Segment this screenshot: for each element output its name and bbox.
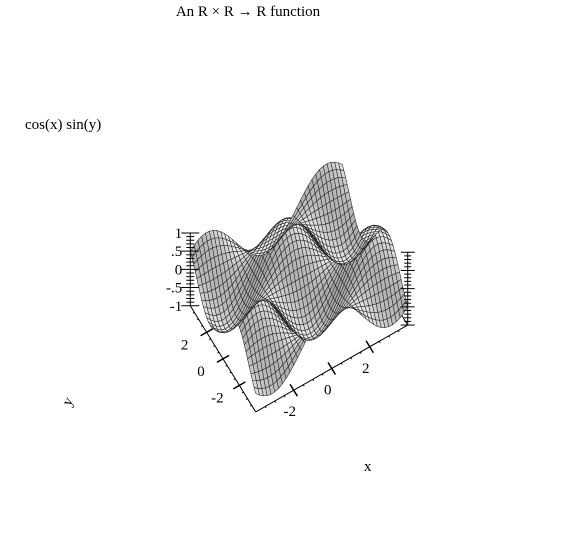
minor-tick bbox=[397, 330, 400, 333]
minor-tick bbox=[225, 365, 228, 367]
z-tick-label: -1 bbox=[170, 299, 183, 315]
minor-tick bbox=[249, 404, 252, 407]
minor-tick bbox=[350, 357, 353, 360]
y-major-tick bbox=[232, 381, 246, 390]
y-axis-label: y bbox=[59, 394, 77, 409]
x-axis-label: x bbox=[364, 459, 372, 475]
minor-tick bbox=[359, 351, 362, 354]
minor-tick bbox=[302, 384, 305, 387]
z-tick-label: 0 bbox=[175, 262, 183, 278]
minor-tick bbox=[388, 335, 391, 338]
x-major-tick bbox=[289, 383, 299, 397]
z-axis: 1 .5 0 -.5 -1 bbox=[166, 226, 200, 315]
minor-tick bbox=[274, 400, 277, 403]
minor-tick bbox=[241, 391, 244, 394]
minor-tick bbox=[264, 406, 267, 409]
minor-tick bbox=[209, 338, 211, 341]
minor-tick bbox=[229, 371, 232, 374]
minor-tick bbox=[283, 395, 286, 398]
x-major-tick bbox=[365, 340, 375, 354]
minor-tick bbox=[245, 398, 248, 400]
x-tick-label: 2 bbox=[362, 361, 370, 377]
minor-tick bbox=[192, 311, 195, 314]
y-major-tick bbox=[200, 328, 214, 337]
minor-tick bbox=[233, 378, 236, 381]
y-tick-label: -2 bbox=[211, 390, 224, 406]
minor-tick bbox=[340, 362, 343, 365]
right-vertical-axis bbox=[400, 251, 415, 326]
minor-tick bbox=[312, 379, 315, 382]
z-tick-label: -.5 bbox=[166, 281, 182, 297]
minor-tick bbox=[321, 373, 324, 376]
y-tick-label: 0 bbox=[197, 364, 205, 380]
x-major-tick bbox=[327, 362, 337, 375]
z-tick-label: 1 bbox=[175, 226, 183, 242]
z-axis-label: cos(x) sin(y) bbox=[25, 117, 101, 133]
minor-tick bbox=[213, 345, 216, 347]
chart-title: An R × R → R function bbox=[176, 4, 321, 20]
z-tick-label: .5 bbox=[171, 244, 182, 260]
surface-mesh bbox=[190, 161, 408, 397]
minor-tick bbox=[378, 341, 381, 344]
minor-tick bbox=[196, 318, 199, 321]
y-major-tick bbox=[216, 354, 230, 363]
x-tick-label: 0 bbox=[324, 382, 332, 398]
minor-tick bbox=[217, 351, 220, 354]
minor-tick bbox=[200, 325, 203, 327]
y-tick-label: 2 bbox=[181, 337, 189, 353]
x-tick-label: -2 bbox=[283, 404, 296, 420]
